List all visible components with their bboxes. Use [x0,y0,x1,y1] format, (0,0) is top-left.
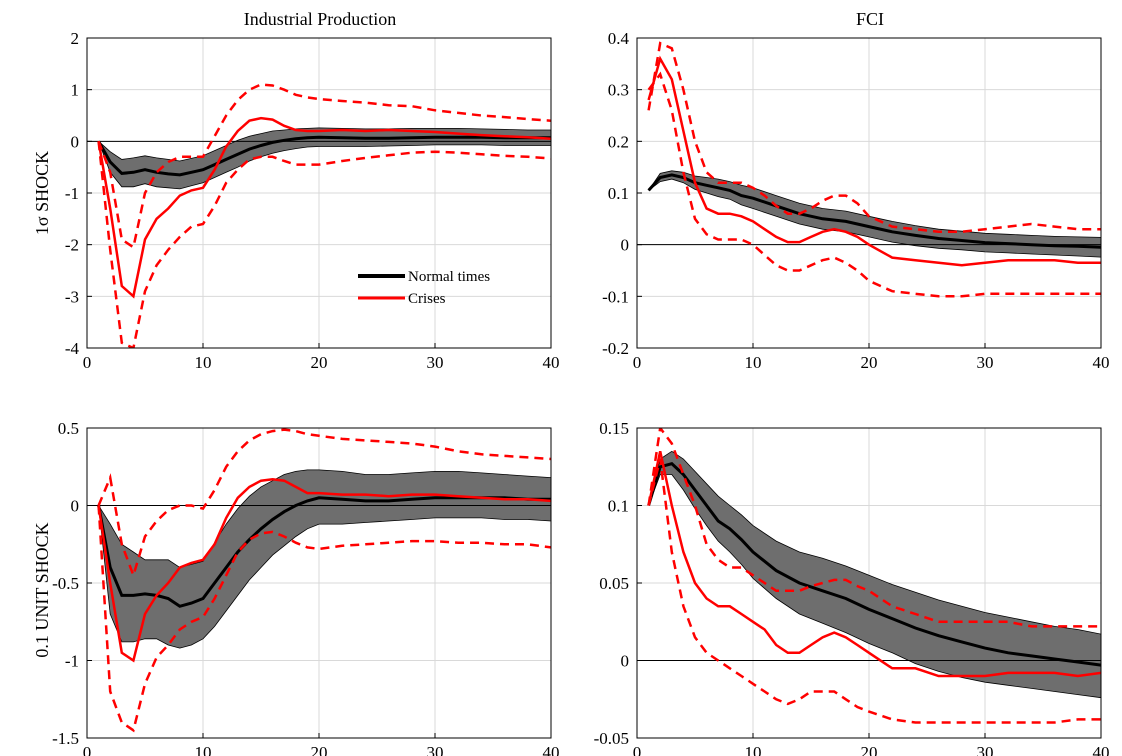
col-title-industrial-production: Industrial Production [244,9,396,29]
plot-content [87,83,551,348]
crises-upper-line [647,41,1101,234]
y-tick-label: 0.05 [599,574,629,593]
row-label-unit-shock: 0.1 UNIT SHOCK [32,522,52,657]
legend-normal-label: Normal times [408,269,490,285]
y-tick-label: -4 [65,339,80,358]
y-tick-label: 0.2 [608,132,629,151]
x-tick-label: 40 [1093,353,1110,372]
y-tick-label: 0.1 [608,184,629,203]
y-tick-label: -0.5 [52,574,79,593]
crises-lower-line [647,458,1101,724]
crises-median-line [647,55,1101,267]
y-tick-label: 0.1 [608,497,629,516]
x-tick-label: 0 [83,743,92,756]
row-label-1sigma-shock: 1σ SHOCK [32,151,52,235]
panel-0: 0 10 20 30 40 -4 -3 -2 -1 0 1 2 [65,29,560,372]
y-tick-label: -1 [65,652,79,671]
y-tick-label: 0.5 [58,419,79,438]
x-tick-label: 30 [427,743,444,756]
crises-lower-line [97,505,551,733]
x-tick-label: 20 [861,353,878,372]
x-tick-label: 10 [195,353,212,372]
normal-band [648,450,1101,699]
plot-content [87,428,551,733]
y-tick-label: 0.3 [608,81,629,100]
y-tick-label: -0.2 [602,339,629,358]
x-tick-label: 20 [311,353,328,372]
x-tick-label: 10 [745,743,762,756]
x-tick-label: 40 [543,743,560,756]
x-tick-label: 20 [861,743,878,756]
x-tick-label: 40 [543,353,560,372]
panel-2: 0 10 20 30 40 -1.5 -1 -0.5 0 0.5 [52,419,559,756]
y-tick-label: -0.05 [594,729,629,748]
x-tick-label: 10 [195,743,212,756]
y-tick-label: -1.5 [52,729,79,748]
x-tick-label: 40 [1093,743,1110,756]
y-tick-label: 0 [621,236,630,255]
normal-median-line [647,462,1101,667]
normal-median-line [97,135,551,177]
crises-lower-line [97,141,551,348]
panel-3: 0 10 20 30 40 -0.05 0 0.05 0.1 0.15 [594,419,1110,756]
y-tick-label: -2 [65,236,79,255]
x-tick-label: 10 [745,353,762,372]
x-tick-label: 30 [977,743,994,756]
y-tick-label: 0 [71,132,80,151]
y-tick-label: -0.1 [602,287,629,306]
legend: Normal times Crises [358,269,490,307]
panel-1: 0 10 20 30 40 -0.2 -0.1 0 0.1 0.2 0.3 0.4 [602,29,1109,372]
crises-median-line [647,451,1101,678]
crises-upper-line [97,428,551,580]
legend-crises-label: Crises [408,291,446,307]
x-tick-label: 30 [427,353,444,372]
x-tick-label: 0 [633,353,642,372]
x-tick-label: 20 [311,743,328,756]
x-tick-label: 0 [633,743,642,756]
col-title-fci: FCI [856,9,884,29]
y-tick-label: 0.4 [608,29,630,48]
y-tick-label: 0 [621,652,630,671]
y-tick-label: -3 [65,287,79,306]
crises-lower-line [647,71,1101,298]
y-tick-label: 0.15 [599,419,629,438]
crises-upper-line [647,428,1101,628]
y-tick-label: -1 [65,184,79,203]
y-tick-label: 2 [71,29,80,48]
crises-upper-line [97,83,551,250]
plot-content [637,41,1101,298]
crises-median-line [97,116,551,299]
x-tick-label: 0 [83,353,92,372]
y-tick-label: 0 [71,497,80,516]
x-tick-label: 30 [977,353,994,372]
crises-median-line [97,477,551,663]
plot-content [637,428,1101,724]
y-tick-label: 1 [71,81,80,100]
normal-median-line [97,496,551,608]
